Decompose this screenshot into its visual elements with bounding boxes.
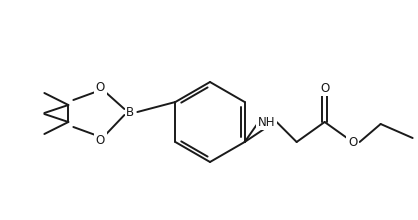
Text: O: O	[96, 134, 105, 147]
Text: O: O	[96, 81, 105, 94]
Text: NH: NH	[258, 116, 275, 128]
Text: O: O	[320, 81, 329, 95]
Text: O: O	[348, 136, 357, 149]
Text: B: B	[126, 106, 135, 119]
